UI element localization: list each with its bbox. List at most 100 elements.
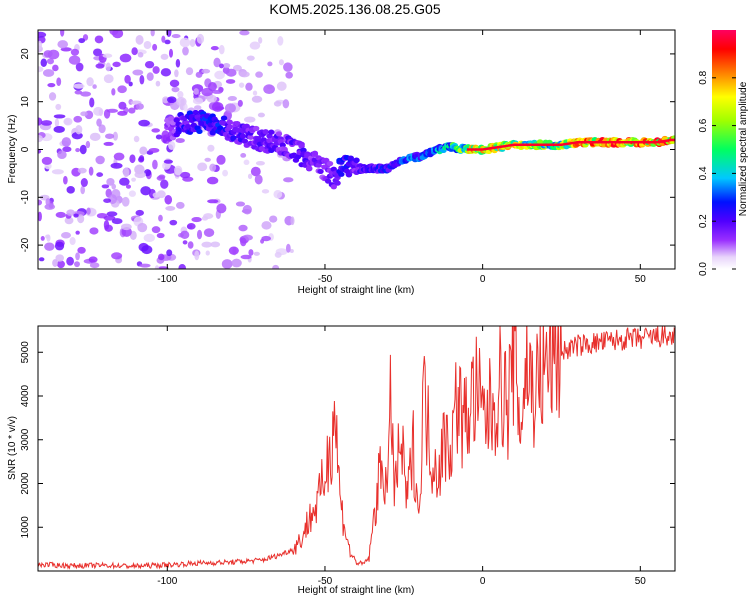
noise-blob <box>174 165 183 176</box>
noise-blob <box>203 228 215 237</box>
top-x-ticks: -100 -50 0 50 <box>157 30 646 285</box>
noise-blob <box>86 207 91 215</box>
ridge-blob <box>305 165 313 171</box>
noise-blob <box>96 118 102 127</box>
ridge-blob <box>173 117 180 123</box>
snr-background <box>38 326 675 571</box>
noise-blob <box>197 162 208 172</box>
bottom-y-tick-label: 4000 <box>20 384 31 407</box>
snr-frame <box>37 325 676 572</box>
ridge-blob <box>226 119 233 125</box>
noise-blob <box>151 226 161 234</box>
bottom-x-tick-label: -100 <box>157 576 177 587</box>
noise-blob <box>252 90 258 96</box>
noise-blob <box>121 196 130 207</box>
noise-blob <box>211 101 224 112</box>
noise-blob <box>143 40 152 49</box>
noise-blob <box>178 264 187 269</box>
noise-blob <box>240 153 247 158</box>
colorbar-tick-label: 0.6 <box>698 118 709 132</box>
top-y-tick-label: 20 <box>20 48 31 60</box>
noise-blob <box>124 74 131 84</box>
noise-blob <box>195 71 203 78</box>
noise-blob <box>89 97 95 108</box>
noise-blob <box>285 243 291 253</box>
noise-blob <box>283 177 294 183</box>
noise-blob <box>257 112 265 118</box>
noise-blob <box>251 95 263 103</box>
noise-blob <box>75 252 80 261</box>
noise-blob <box>206 94 218 103</box>
noise-blob <box>60 30 65 37</box>
noise-blob <box>86 77 94 87</box>
noise-blob <box>176 96 187 107</box>
noise-blob <box>255 161 265 166</box>
noise-blob <box>201 216 209 221</box>
noise-blob <box>125 184 131 189</box>
noise-blob <box>174 69 179 78</box>
noise-blob <box>47 83 56 88</box>
noise-blob <box>221 259 233 269</box>
top-x-tick-label: -50 <box>318 274 333 285</box>
noise-blob <box>103 198 112 203</box>
noise-blob <box>68 55 81 65</box>
ridge-blob <box>167 116 175 122</box>
noise-blob <box>239 71 250 78</box>
noise-blob <box>51 169 64 175</box>
noise-blob <box>156 232 165 239</box>
ridge-blob <box>253 125 260 132</box>
top-y-tick-label: -20 <box>20 237 31 252</box>
noise-blob <box>80 178 88 187</box>
noise-blob <box>177 91 184 99</box>
noise-blob <box>160 179 169 189</box>
noise-blob <box>161 35 166 43</box>
noise-blob <box>118 101 127 110</box>
noise-blob <box>216 154 226 165</box>
noise-blob <box>243 116 256 123</box>
noise-blob <box>57 40 69 49</box>
ridge-blob <box>334 180 341 186</box>
noise-blob <box>185 67 194 76</box>
noise-blob <box>38 211 42 222</box>
ridge-blob <box>324 178 332 184</box>
noise-blob <box>224 103 236 113</box>
noise-blob <box>222 63 231 69</box>
noise-blob <box>219 63 224 69</box>
noise-blob <box>75 62 84 72</box>
noise-blob <box>158 253 165 261</box>
ridge-blob <box>230 135 237 141</box>
noise-blob <box>85 140 91 149</box>
noise-blob <box>210 45 219 51</box>
noise-blob <box>119 53 132 63</box>
noise-blob <box>192 97 204 105</box>
noise-blob <box>80 185 86 195</box>
noise-blob <box>89 262 100 269</box>
noise-blob <box>75 148 81 153</box>
bottom-x-axis-label: Height of straight line (km) <box>298 585 415 596</box>
noise-blob <box>135 34 144 45</box>
noise-blob <box>140 186 152 196</box>
ridge-blob <box>243 123 250 129</box>
noise-blob <box>180 171 191 179</box>
noise-blob <box>151 128 161 133</box>
noise-blob <box>261 235 271 242</box>
noise-blob <box>38 66 44 73</box>
noise-blob <box>179 37 191 48</box>
noise-blob <box>112 131 118 141</box>
noise-blob <box>62 146 72 153</box>
noise-blob <box>74 261 80 268</box>
noise-blob <box>139 263 151 268</box>
noise-blob <box>98 108 103 117</box>
noise-blob <box>45 198 51 206</box>
noise-blob <box>103 109 111 119</box>
noise-blob <box>119 177 130 186</box>
noise-blob <box>261 189 270 194</box>
noise-blob <box>66 209 75 216</box>
bottom-y-ticks: 1000 2000 3000 4000 5000 <box>20 341 675 538</box>
noise-blob <box>249 41 261 50</box>
noise-blob <box>113 152 125 161</box>
noise-blob <box>162 96 170 104</box>
noise-blob <box>129 154 136 164</box>
noise-blob <box>278 59 284 66</box>
